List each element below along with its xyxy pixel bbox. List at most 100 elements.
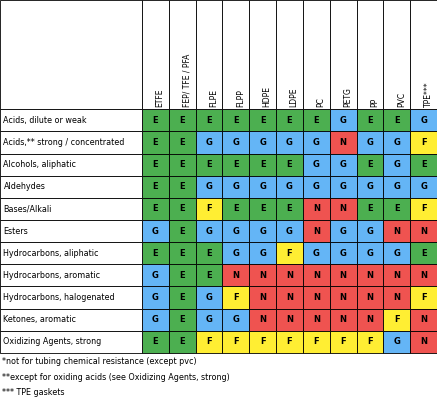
Bar <box>196 109 222 131</box>
Text: N: N <box>393 226 400 236</box>
Bar <box>410 0 437 109</box>
Text: E: E <box>180 271 185 280</box>
Bar <box>142 109 169 131</box>
Text: PVC: PVC <box>397 92 406 107</box>
Bar <box>222 242 249 264</box>
Text: E: E <box>180 182 185 191</box>
Bar <box>222 308 249 331</box>
Text: G: G <box>206 182 212 191</box>
Bar <box>0 131 142 154</box>
Bar <box>169 331 196 353</box>
Text: G: G <box>313 160 320 169</box>
Bar <box>222 0 249 109</box>
Text: **except for oxiding acids (see Oxidizing Agents, strong): **except for oxiding acids (see Oxidizin… <box>2 373 230 381</box>
Text: E: E <box>180 249 185 258</box>
Bar <box>249 264 276 286</box>
Bar <box>383 308 410 331</box>
Text: F: F <box>421 204 427 213</box>
Bar <box>196 220 222 242</box>
Text: G: G <box>206 226 212 236</box>
Text: E: E <box>260 204 266 213</box>
Bar <box>222 176 249 198</box>
Text: F: F <box>313 337 319 346</box>
Text: TPE***: TPE*** <box>423 82 433 107</box>
Text: E: E <box>180 226 185 236</box>
Bar <box>249 131 276 154</box>
Text: G: G <box>393 138 400 147</box>
Bar <box>142 331 169 353</box>
Bar <box>169 198 196 220</box>
Bar <box>410 220 437 242</box>
Bar <box>169 286 196 308</box>
Bar <box>410 154 437 176</box>
Bar <box>169 242 196 264</box>
Text: G: G <box>393 160 400 169</box>
Bar <box>383 198 410 220</box>
Bar <box>169 264 196 286</box>
Bar <box>276 109 303 131</box>
Text: E: E <box>260 160 266 169</box>
Bar <box>249 198 276 220</box>
Bar <box>142 264 169 286</box>
Text: G: G <box>232 315 239 324</box>
Bar <box>357 242 383 264</box>
Text: E: E <box>367 204 373 213</box>
Text: E: E <box>394 204 399 213</box>
Bar <box>330 331 357 353</box>
Text: N: N <box>286 315 293 324</box>
Bar <box>196 198 222 220</box>
Bar <box>142 176 169 198</box>
Text: G: G <box>340 249 347 258</box>
Text: G: G <box>340 226 347 236</box>
Bar <box>222 331 249 353</box>
Text: G: G <box>340 160 347 169</box>
Bar <box>169 109 196 131</box>
Bar <box>303 131 330 154</box>
Text: G: G <box>286 226 293 236</box>
Text: FLPP: FLPP <box>236 89 245 107</box>
Bar <box>410 331 437 353</box>
Text: E: E <box>180 315 185 324</box>
Text: G: G <box>259 249 266 258</box>
Text: E: E <box>233 204 239 213</box>
Text: F: F <box>233 337 239 346</box>
Bar <box>276 286 303 308</box>
Text: N: N <box>340 293 347 302</box>
Text: *not for tubing chemical resistance (except pvc): *not for tubing chemical resistance (exc… <box>2 357 197 366</box>
Text: N: N <box>313 271 320 280</box>
Bar <box>410 198 437 220</box>
Text: N: N <box>313 226 320 236</box>
Bar <box>0 220 142 242</box>
Text: E: E <box>313 116 319 125</box>
Bar <box>383 176 410 198</box>
Bar <box>222 264 249 286</box>
Text: G: G <box>340 182 347 191</box>
Bar <box>330 154 357 176</box>
Bar <box>410 109 437 131</box>
Bar <box>383 220 410 242</box>
Text: N: N <box>393 271 400 280</box>
Text: G: G <box>206 138 212 147</box>
Text: N: N <box>286 293 293 302</box>
Bar <box>249 308 276 331</box>
Text: G: G <box>259 138 266 147</box>
Text: E: E <box>421 160 427 169</box>
Bar <box>249 0 276 109</box>
Text: G: G <box>152 315 159 324</box>
Bar <box>410 131 437 154</box>
Bar <box>357 176 383 198</box>
Text: E: E <box>153 116 158 125</box>
Text: E: E <box>206 271 212 280</box>
Bar <box>142 286 169 308</box>
Bar <box>249 154 276 176</box>
Bar <box>330 220 357 242</box>
Bar <box>303 308 330 331</box>
Text: F: F <box>340 337 346 346</box>
Text: E: E <box>367 116 373 125</box>
Text: G: G <box>367 226 373 236</box>
Text: N: N <box>367 293 374 302</box>
Text: E: E <box>233 160 239 169</box>
Text: Aldehydes: Aldehydes <box>3 182 45 191</box>
Text: Oxidizing Agents, strong: Oxidizing Agents, strong <box>3 337 102 346</box>
Bar <box>196 331 222 353</box>
